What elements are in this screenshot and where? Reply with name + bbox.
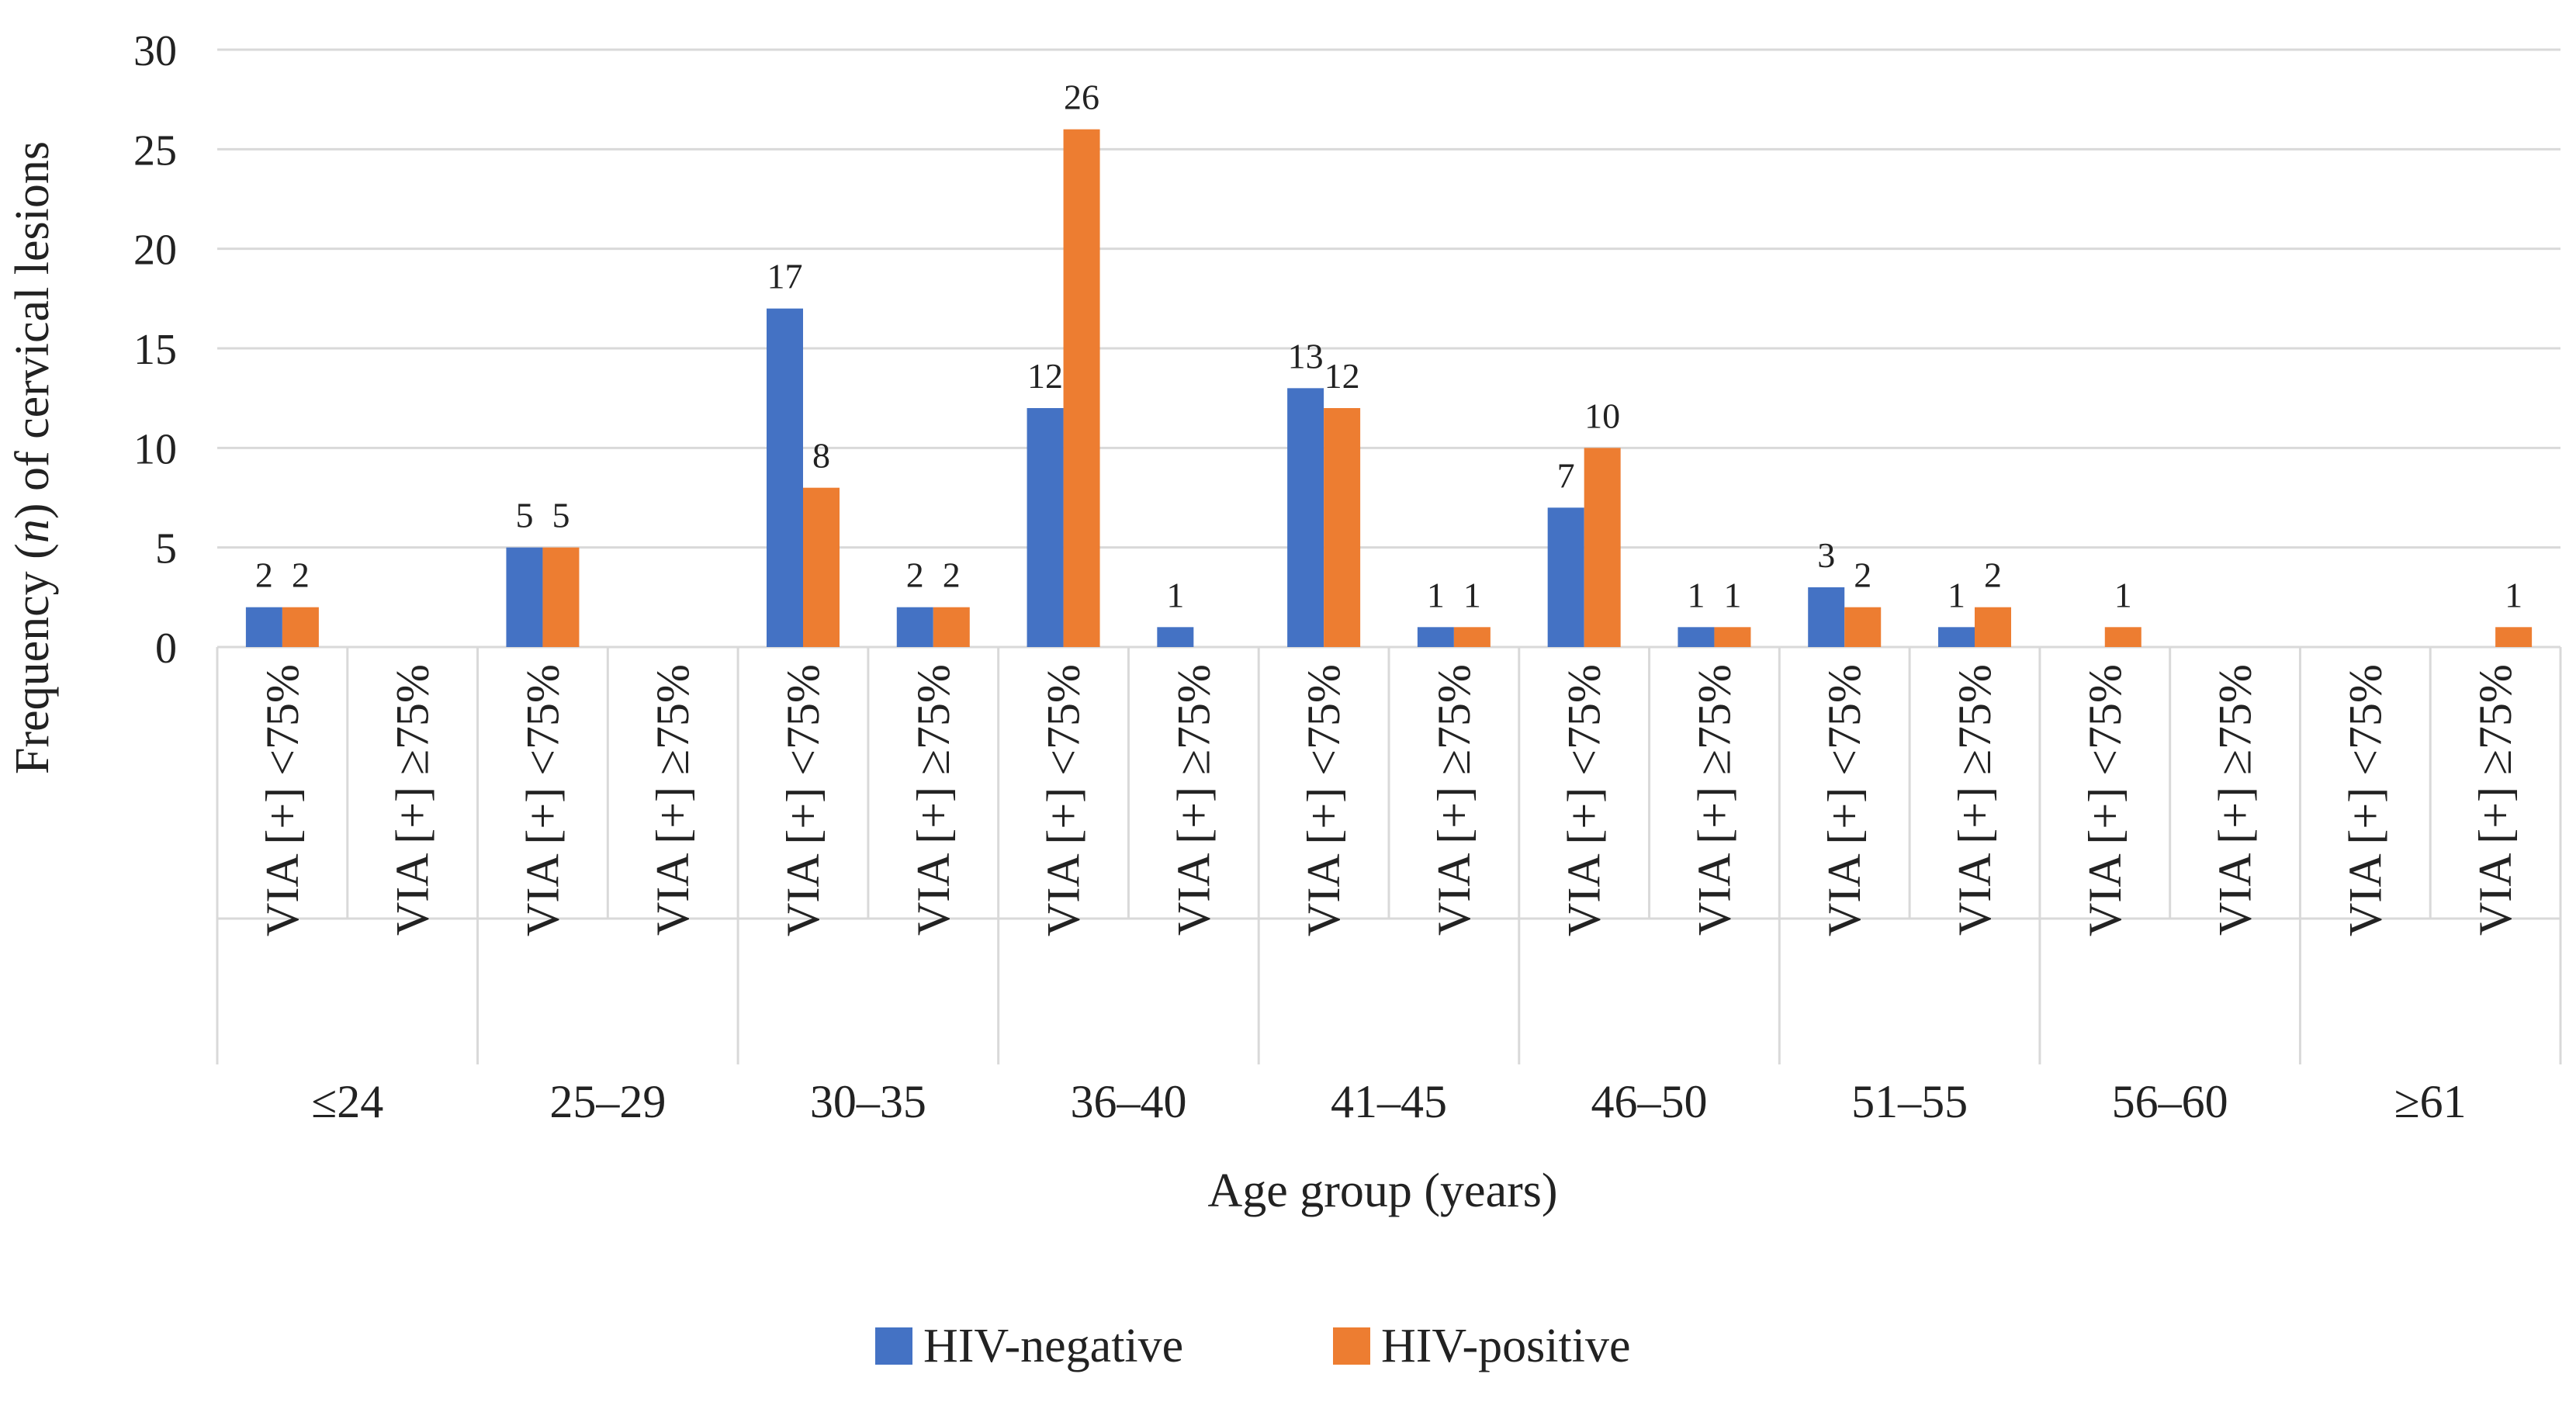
bar-hiv-positive <box>1975 607 2011 647</box>
bar-hiv-positive <box>2104 627 2141 647</box>
legend: HIV-negative HIV-positive <box>875 1320 1630 1372</box>
group-label: 46–50 <box>1591 1076 1708 1127</box>
subcategory-label: VIA [+] <75% <box>1038 664 1089 936</box>
bar-hiv-negative <box>1938 627 1975 647</box>
data-label: 8 <box>812 436 830 476</box>
bar-hiv-negative <box>767 308 803 647</box>
data-label: 26 <box>1064 78 1099 117</box>
data-label: 2 <box>1984 555 2002 595</box>
group-label: ≥61 <box>2394 1076 2467 1127</box>
y-tick-label: 25 <box>133 126 177 175</box>
bar-hiv-positive <box>282 607 319 647</box>
y-axis-ticks: 0 5 10 15 20 25 30 <box>133 27 177 673</box>
data-label: 5 <box>552 496 570 535</box>
subcategory-label: VIA [+] <75% <box>2079 664 2131 936</box>
data-label: 2 <box>943 555 961 595</box>
data-label: 7 <box>1557 455 1575 495</box>
subcategory-label: VIA [+] ≥75% <box>1949 664 2000 936</box>
data-label: 2 <box>906 555 924 595</box>
data-label: 1 <box>1948 575 1965 614</box>
data-label: 5 <box>515 496 533 535</box>
subcategory-label: VIA [+] ≥75% <box>1688 664 1740 936</box>
bar-hiv-positive <box>1714 627 1751 647</box>
bar-hiv-negative <box>1808 587 1845 647</box>
data-label: 12 <box>1027 356 1063 396</box>
y-tick-label: 10 <box>133 425 177 473</box>
y-tick-label: 30 <box>133 27 177 75</box>
legend-label: HIV-negative <box>923 1320 1183 1372</box>
bar-hiv-positive <box>1063 129 1100 647</box>
legend-swatch <box>875 1327 912 1365</box>
subcategory-label: VIA [+] ≥75% <box>1168 664 1219 936</box>
subcategory-label: VIA [+] <75% <box>1819 664 1870 936</box>
bar-hiv-negative <box>1417 627 1454 647</box>
data-label: 12 <box>1324 356 1360 396</box>
data-label: 3 <box>1817 535 1835 575</box>
y-tick-label: 0 <box>155 625 177 673</box>
subcategory-label: VIA [+] <75% <box>777 664 829 936</box>
data-label: 1 <box>1427 575 1445 614</box>
subcategory-label: VIA [+] <75% <box>517 664 568 936</box>
y-axis-title: Frequency (n) of cervical lesions <box>6 141 59 774</box>
bar-hiv-positive <box>1453 627 1491 647</box>
data-label: 1 <box>2114 575 2132 614</box>
data-label: 2 <box>255 555 273 595</box>
bar-hiv-negative <box>245 607 282 647</box>
group-label: 25–29 <box>549 1076 666 1127</box>
subcategory-label: VIA [+] ≥75% <box>2210 664 2261 936</box>
bar-hiv-negative <box>506 547 543 647</box>
x-axis-categories: VIA [+] <75% VIA [+] ≥75% ≤24 VIA [+] <75% V… <box>257 664 2521 1127</box>
bar-hiv-positive <box>1324 408 1361 647</box>
subcategory-label: VIA [+] ≥75% <box>2470 664 2521 936</box>
bar-hiv-positive <box>542 547 580 647</box>
group-label: 41–45 <box>1331 1076 1447 1127</box>
group-label: 30–35 <box>810 1076 926 1127</box>
data-label: 1 <box>1166 575 1184 614</box>
category-axis-frame <box>216 645 2562 1064</box>
bar-hiv-positive <box>1584 448 1621 647</box>
bar-hiv-negative <box>1157 627 1194 647</box>
bar-hiv-negative <box>896 607 933 647</box>
group-label: 36–40 <box>1070 1076 1186 1127</box>
bar-hiv-positive <box>803 487 840 647</box>
bars <box>245 129 2533 647</box>
subcategory-label: VIA [+] ≥75% <box>1428 664 1480 936</box>
data-label: 13 <box>1288 336 1324 375</box>
bar-hiv-positive <box>2495 627 2533 647</box>
bar-hiv-negative <box>1027 408 1064 647</box>
subcategory-label: VIA [+] ≥75% <box>387 664 438 936</box>
y-tick-label: 20 <box>133 227 177 275</box>
bar-hiv-positive <box>1844 607 1882 647</box>
legend-swatch <box>1333 1327 1370 1365</box>
bar-hiv-negative <box>1547 507 1584 647</box>
bar-hiv-negative <box>1678 627 1715 647</box>
group-label: 51–55 <box>1851 1076 1968 1127</box>
data-label: 1 <box>1687 575 1705 614</box>
subcategory-label: VIA [+] <75% <box>2339 664 2391 936</box>
gridlines <box>217 48 2560 549</box>
data-label: 2 <box>1854 555 1871 595</box>
subcategory-label: VIA [+] ≥75% <box>908 664 959 936</box>
data-label: 2 <box>292 555 310 595</box>
data-label: 17 <box>767 257 803 296</box>
subcategory-label: VIA [+] <75% <box>1559 664 1610 936</box>
data-label: 1 <box>2505 575 2522 614</box>
y-tick-label: 15 <box>133 326 177 374</box>
subcategory-label: VIA [+] ≥75% <box>647 664 698 936</box>
x-axis-title: Age group (years) <box>1207 1165 1557 1217</box>
bar-hiv-negative <box>1287 388 1324 647</box>
legend-label: HIV-positive <box>1381 1320 1630 1372</box>
bar-hiv-positive <box>933 607 970 647</box>
data-label: 1 <box>1463 575 1481 614</box>
y-tick-label: 5 <box>155 525 177 573</box>
data-label: 10 <box>1584 396 1620 435</box>
group-label: 56–60 <box>2112 1076 2228 1127</box>
subcategory-label: VIA [+] <75% <box>1298 664 1349 936</box>
data-label: 1 <box>1723 575 1741 614</box>
subcategory-label: VIA [+] <75% <box>257 664 308 936</box>
group-label: ≤24 <box>311 1076 383 1127</box>
